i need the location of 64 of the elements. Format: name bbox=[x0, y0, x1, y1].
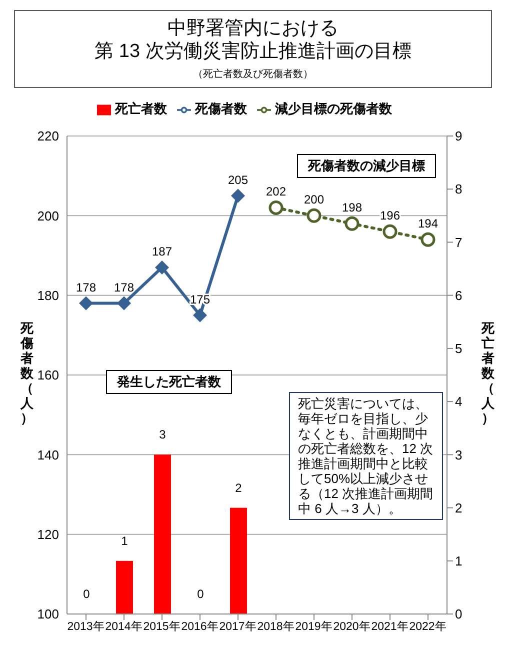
y-tick-label: 140 bbox=[37, 447, 59, 462]
x-tick-label: 2020年 bbox=[333, 620, 371, 634]
data-label: 178 bbox=[76, 280, 96, 294]
data-label: 3 bbox=[159, 428, 166, 442]
y-tick-label: 200 bbox=[37, 208, 59, 224]
data-label: 205 bbox=[228, 172, 248, 187]
annotation: 発生した死亡者数 bbox=[106, 370, 232, 394]
chart-subtitle: （死亡者数及び死傷者数） bbox=[192, 68, 314, 81]
data-label: 187 bbox=[152, 244, 172, 258]
data-label: 198 bbox=[342, 200, 362, 215]
x-tick-label: 2018年 bbox=[257, 620, 295, 634]
data-label: 202 bbox=[266, 184, 286, 199]
legend-label: 死亡者数 bbox=[115, 101, 167, 116]
y-tick-label: 180 bbox=[37, 288, 59, 303]
y2-tick-label: 0 bbox=[455, 606, 462, 622]
point bbox=[117, 296, 131, 310]
bar bbox=[230, 508, 247, 614]
point bbox=[268, 200, 284, 215]
data-label: 0 bbox=[83, 587, 90, 601]
data-label: 1 bbox=[121, 534, 128, 548]
y2-tick-label: 5 bbox=[455, 341, 462, 356]
data-label: 178 bbox=[114, 280, 134, 294]
y-tick-label: 120 bbox=[37, 526, 59, 542]
y2-tick-label: 4 bbox=[455, 394, 462, 410]
y2-tick-label: 1 bbox=[455, 554, 462, 569]
y-tick-label: 100 bbox=[37, 606, 59, 622]
data-label: 194 bbox=[418, 216, 438, 231]
y2-tick-label: 6 bbox=[455, 288, 462, 303]
x-tick-label: 2016年 bbox=[181, 620, 219, 634]
legend-label: 減少目標の死傷者数 bbox=[275, 101, 392, 116]
data-label: 0 bbox=[197, 587, 204, 601]
point bbox=[382, 224, 398, 239]
point bbox=[79, 296, 93, 310]
point bbox=[420, 232, 436, 247]
bar bbox=[154, 454, 171, 614]
y2-tick-label: 3 bbox=[455, 447, 462, 462]
y2-tick-label: 8 bbox=[455, 182, 462, 197]
data-label: 2 bbox=[235, 480, 242, 495]
x-tick-label: 2022年 bbox=[409, 620, 447, 634]
point bbox=[193, 308, 207, 322]
x-tick-label: 2019年 bbox=[295, 620, 333, 634]
data-label: 196 bbox=[380, 208, 400, 223]
y2-axis-title: 死亡者数（人） bbox=[480, 320, 496, 426]
y-tick-label: 220 bbox=[37, 128, 59, 144]
point bbox=[306, 208, 322, 223]
point bbox=[155, 260, 169, 274]
annotation: 死傷者数の減少目標 bbox=[297, 154, 436, 178]
x-tick-label: 2017年 bbox=[219, 620, 257, 634]
x-tick-label: 2015年 bbox=[143, 620, 181, 634]
x-tick-label: 2013年 bbox=[67, 620, 105, 634]
point bbox=[344, 216, 360, 231]
y2-tick-label: 9 bbox=[455, 128, 462, 144]
x-tick-label: 2021年 bbox=[371, 620, 409, 634]
chart-title: 中野署管内における第 13 次労働災害防止推進計画の目標 bbox=[94, 18, 412, 62]
bar bbox=[116, 560, 133, 614]
y2-tick-label: 7 bbox=[455, 234, 462, 250]
legend-label: 死傷者数 bbox=[195, 101, 247, 116]
point bbox=[231, 188, 245, 203]
data-label: 200 bbox=[304, 192, 324, 207]
x-tick-label: 2014年 bbox=[105, 620, 143, 634]
y-axis-title: 死傷者数（人） bbox=[20, 320, 34, 426]
y-tick-label: 160 bbox=[37, 368, 59, 383]
annotation: 死亡災害については、毎年ゼロを目指し、少なくとも、計画期間中の死亡者総数を、12 次推進計画期間中と比較して50%以上減少させる（12 次推進計画期間中 6 人→3 人）。 bbox=[289, 392, 443, 520]
y2-tick-label: 2 bbox=[455, 500, 462, 516]
